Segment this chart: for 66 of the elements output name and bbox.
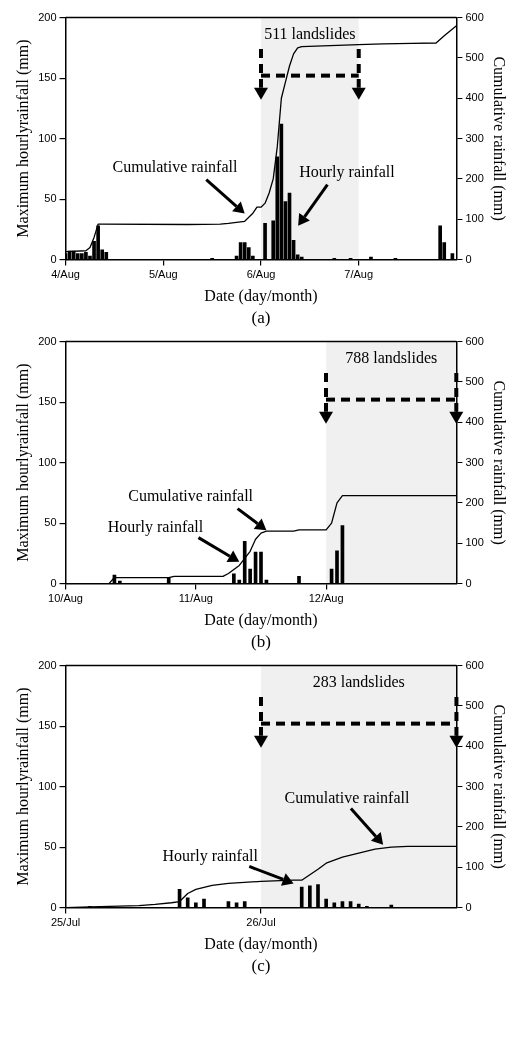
y2-tick-label: 600 — [465, 658, 484, 671]
x-tick-label: 26/Jul — [246, 916, 276, 929]
y2-tick-label: 300 — [465, 131, 484, 144]
x-tick-label: 4/Aug — [51, 268, 80, 281]
annotation: Hourly rainfall — [299, 162, 396, 181]
text: (b) — [250, 632, 272, 652]
y2-tick-label: 100 — [465, 860, 484, 873]
y2-tick-label: 600 — [465, 334, 484, 347]
y2-tick-label: 400 — [465, 739, 484, 752]
y-tick-label: 100 — [38, 455, 57, 468]
x-tick-label: 25/Jul — [50, 916, 81, 929]
y2-tick-label: 100 — [465, 212, 484, 225]
y2-tick-label: 300 — [465, 779, 484, 792]
y-tick-label: 200 — [38, 10, 57, 23]
y-tick-label: 150 — [38, 395, 57, 408]
y2-tick-label: 500 — [465, 698, 484, 711]
y-tick-label: 0 — [50, 900, 57, 913]
x-tick-label: 7/Aug — [344, 268, 374, 281]
y2-axis-title: Cumulative rainfall (mm) — [490, 704, 509, 869]
y-tick-label: 0 — [50, 252, 57, 265]
y-tick-label: 200 — [38, 334, 57, 347]
y2-tick-label: 300 — [465, 455, 484, 468]
annotation: Hourly rainfall — [107, 518, 204, 537]
annotation: Cumulative rainfall — [112, 157, 238, 175]
annotation: Cumulative rainfall — [284, 788, 410, 806]
y-tick-label: 100 — [38, 779, 57, 792]
y2-tick-label: 500 — [465, 374, 484, 387]
y-tick-label: 50 — [44, 516, 57, 529]
y-tick-label: 150 — [38, 71, 57, 84]
y-tick-label: 150 — [38, 719, 57, 732]
y2-tick-label: 0 — [465, 576, 472, 589]
x-axis-title: Date (day/month) — [204, 286, 318, 305]
y2-tick-label: 200 — [465, 171, 484, 184]
x-tick-label: 11/Aug — [178, 592, 213, 605]
y2-tick-label: 200 — [465, 495, 484, 508]
y-tick-label: 200 — [38, 658, 57, 671]
y-axis-title: Maximum hourlyrainfall (mm) — [13, 39, 32, 238]
y2-axis-title: Cumulative rainfall (mm) — [490, 56, 509, 221]
x-axis-title: Date (day/month) — [204, 934, 318, 953]
text: (a) — [250, 308, 272, 328]
band-label: 511 landslides — [264, 24, 356, 42]
y2-tick-label: 100 — [465, 536, 484, 549]
x-tick-label: 10/Aug — [48, 592, 83, 605]
y-tick-label: 50 — [44, 192, 57, 205]
y2-tick-label: 600 — [465, 10, 484, 23]
text: (c) — [250, 956, 272, 976]
annotation: Hourly rainfall — [162, 846, 259, 865]
y-axis-title: Maximum hourlyrainfall (mm) — [13, 687, 32, 886]
band-label: 283 landslides — [312, 672, 405, 690]
y2-tick-label: 400 — [465, 91, 484, 104]
y-tick-label: 0 — [50, 576, 57, 589]
y2-tick-label: 200 — [465, 819, 484, 832]
x-tick-label: 6/Aug — [246, 268, 276, 281]
y-axis-title: Maximum hourlyrainfall (mm) — [13, 363, 32, 562]
x-tick-label: 5/Aug — [148, 268, 178, 281]
band-label: 788 landslides — [345, 348, 438, 366]
y2-tick-label: 0 — [465, 252, 472, 265]
x-axis-title: Date (day/month) — [204, 610, 318, 629]
annotation: Cumulative rainfall — [128, 486, 254, 504]
y-tick-label: 50 — [44, 840, 57, 853]
y-tick-label: 100 — [38, 131, 57, 144]
y2-tick-label: 0 — [465, 900, 472, 913]
x-tick-label: 12/Aug — [308, 592, 344, 605]
y2-axis-title: Cumulative rainfall (mm) — [490, 380, 509, 545]
y2-tick-label: 400 — [465, 415, 484, 428]
y2-tick-label: 500 — [465, 50, 484, 63]
